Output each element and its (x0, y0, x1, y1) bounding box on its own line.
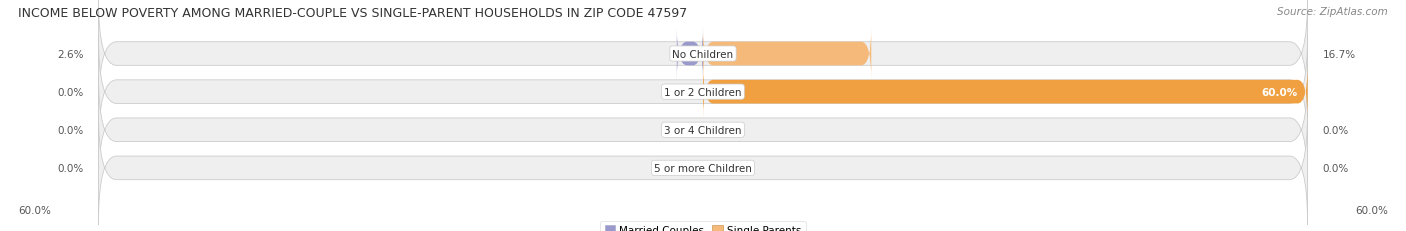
FancyBboxPatch shape (98, 36, 1308, 149)
Legend: Married Couples, Single Parents: Married Couples, Single Parents (600, 221, 806, 231)
Text: 0.0%: 0.0% (58, 87, 83, 97)
FancyBboxPatch shape (703, 66, 1308, 119)
Text: 5 or more Children: 5 or more Children (654, 163, 752, 173)
Text: 3 or 4 Children: 3 or 4 Children (664, 125, 742, 135)
FancyBboxPatch shape (98, 112, 1308, 225)
Text: 0.0%: 0.0% (58, 163, 83, 173)
Text: 60.0%: 60.0% (1355, 205, 1388, 215)
Text: No Children: No Children (672, 49, 734, 59)
Text: 0.0%: 0.0% (1323, 163, 1348, 173)
FancyBboxPatch shape (703, 28, 872, 80)
Text: 1 or 2 Children: 1 or 2 Children (664, 87, 742, 97)
Text: 0.0%: 0.0% (58, 125, 83, 135)
Text: Source: ZipAtlas.com: Source: ZipAtlas.com (1277, 7, 1388, 17)
FancyBboxPatch shape (676, 28, 703, 80)
Text: 60.0%: 60.0% (1261, 87, 1298, 97)
Text: INCOME BELOW POVERTY AMONG MARRIED-COUPLE VS SINGLE-PARENT HOUSEHOLDS IN ZIP COD: INCOME BELOW POVERTY AMONG MARRIED-COUPL… (18, 7, 688, 20)
FancyBboxPatch shape (98, 0, 1308, 111)
FancyBboxPatch shape (98, 74, 1308, 187)
Text: 2.6%: 2.6% (56, 49, 83, 59)
Text: 60.0%: 60.0% (18, 205, 51, 215)
Text: 0.0%: 0.0% (1323, 125, 1348, 135)
Text: 16.7%: 16.7% (1323, 49, 1355, 59)
